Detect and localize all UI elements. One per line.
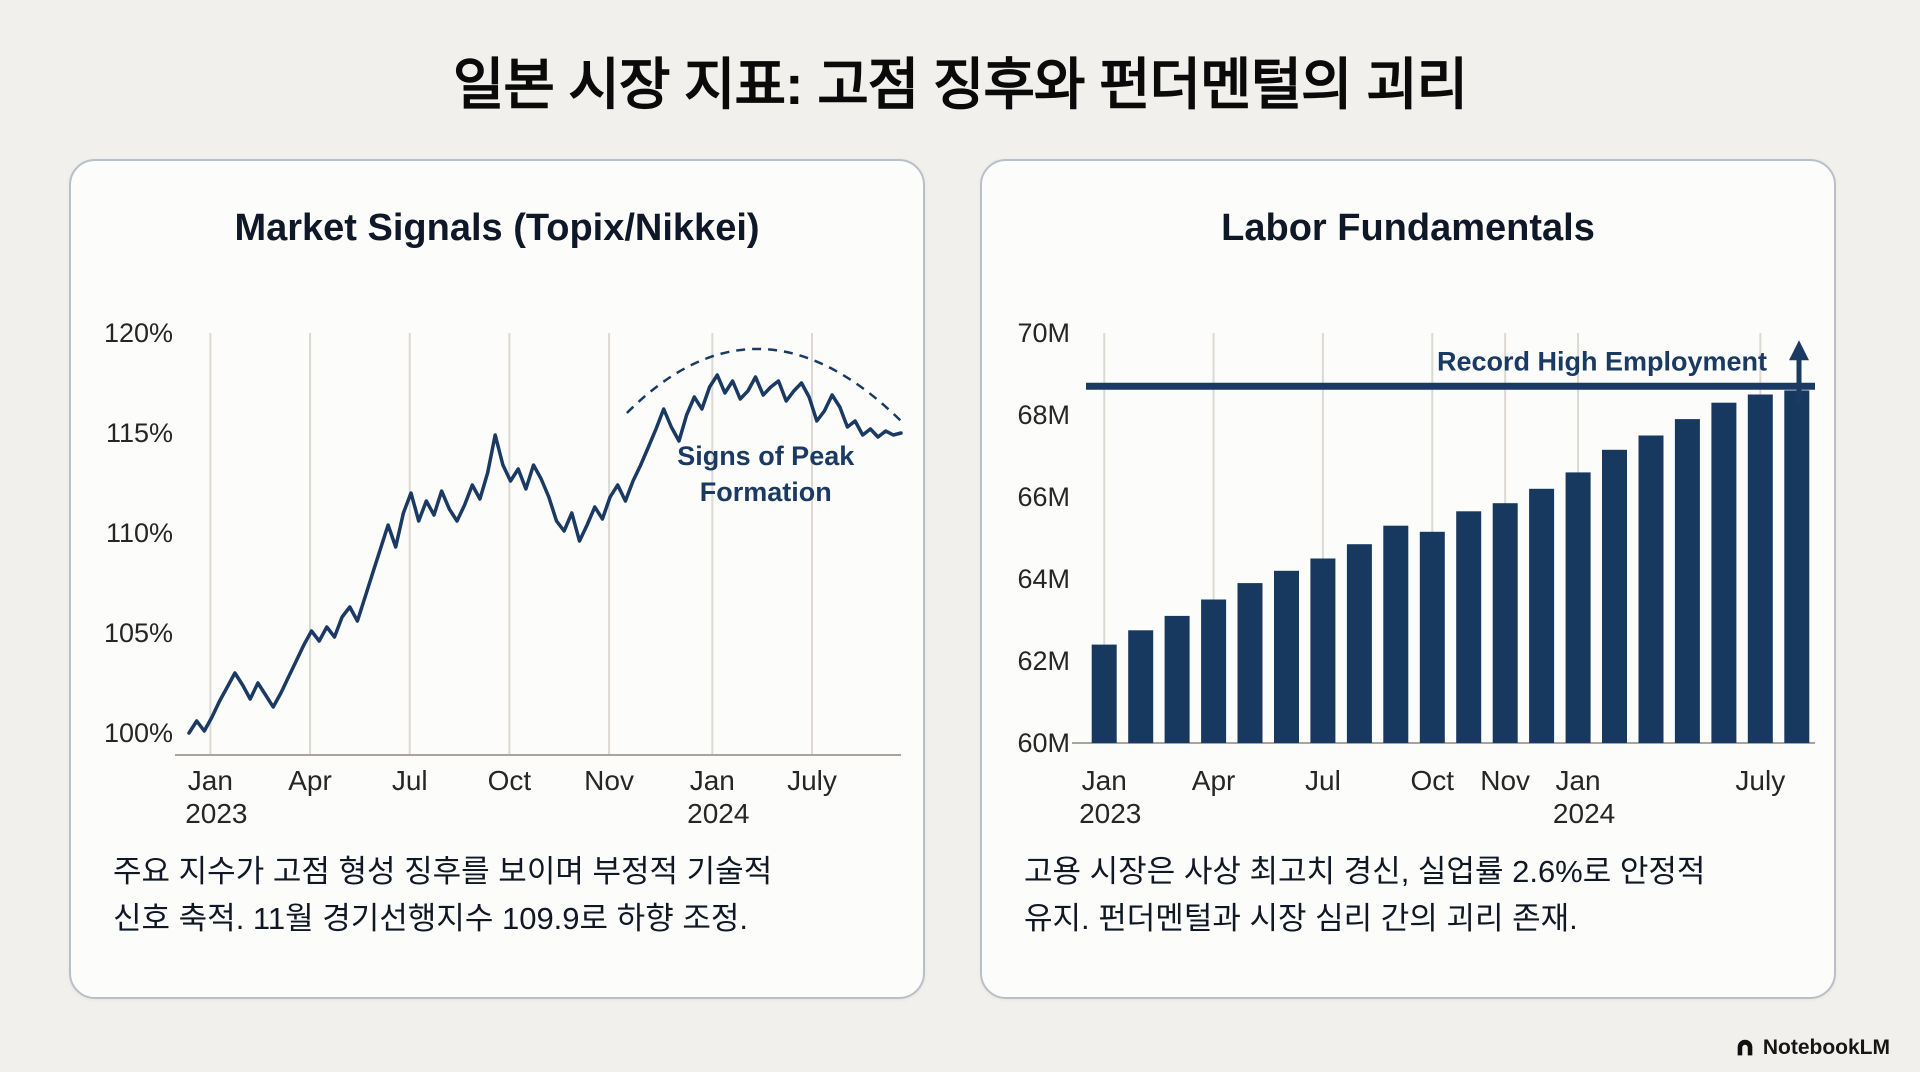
y-tick-label: 66M (1017, 482, 1070, 512)
y-tick-label: 100% (104, 718, 173, 748)
labor-caption: 고용 시장은 사상 최고치 경신, 실업률 2.6%로 안정적 유지. 펀더멘털… (1024, 854, 1706, 936)
market-card-title: Market Signals (Topix/Nikkei) (234, 207, 760, 249)
notebooklm-watermark: NotebookLM (1734, 1036, 1890, 1060)
x-tick-label: Oct (1410, 765, 1454, 796)
x-tick-label: July (1735, 765, 1785, 796)
x-tick-label: Jul (1305, 765, 1341, 796)
x-tick-year: 2024 (1553, 798, 1615, 829)
employment-bar (1164, 615, 1190, 743)
employment-bar (1492, 503, 1518, 743)
x-tick-label: Nov (1480, 765, 1530, 796)
x-tick-year: 2023 (185, 798, 247, 829)
peak-annotation: Formation (700, 477, 832, 507)
page-title: 일본 시장 지표: 고점 징후와 펀더멘털의 괴리 (452, 53, 1468, 116)
market-signals-card: Market Signals (Topix/Nikkei) 100% 105% 11… (69, 159, 925, 999)
x-tick-label: July (787, 765, 837, 796)
y-tick-label: 70M (1017, 318, 1070, 348)
employment-bar (1711, 402, 1737, 743)
y-tick-label: 105% (104, 618, 173, 648)
notebooklm-icon (1737, 1039, 1753, 1056)
employment-bar (1456, 511, 1482, 743)
employment-bar (1310, 558, 1336, 743)
labor-fundamentals-card: Labor Fundamentals 60M 62M 64M 66M 68M 70M Rec… (980, 159, 1836, 999)
labor-bar-chart: 60M 62M 64M 66M 68M 70M Record High Employment… (1017, 318, 1815, 829)
x-tick-label: Jul (392, 765, 428, 796)
x-tick-label: Jan (1555, 765, 1600, 796)
y-tick-label: 110% (106, 518, 173, 548)
employment-bar (1346, 544, 1372, 743)
record-high-label: Record High Employment (1437, 346, 1767, 376)
employment-bar (1383, 525, 1409, 743)
y-tick-label: 60M (1017, 728, 1070, 758)
employment-bar (1674, 419, 1700, 743)
x-tick-year: 2023 (1079, 798, 1141, 829)
notebooklm-label: NotebookLM (1762, 1036, 1890, 1059)
employment-bar (1565, 472, 1591, 743)
y-tick-label: 62M (1017, 646, 1070, 676)
market-index-line (187, 373, 903, 735)
x-tick-label: Nov (584, 765, 634, 796)
peak-arc-dashed (626, 347, 902, 422)
employment-bar (1274, 570, 1299, 743)
x-tick-label: Jan (1082, 765, 1127, 796)
x-tick-label: Jan (188, 765, 233, 796)
employment-bar (1602, 449, 1627, 743)
market-caption: 주요 지수가 고점 형성 징후를 보이며 부정적 기술적 신호 축적. 11월 … (113, 854, 773, 936)
x-tick-label: Oct (488, 765, 532, 796)
employment-bar (1091, 644, 1117, 743)
employment-bar (1419, 531, 1445, 743)
y-tick-label: 64M (1017, 564, 1070, 594)
y-tick-label: 68M (1017, 400, 1070, 430)
up-arrow-head (1789, 340, 1809, 361)
x-tick-label: Apr (288, 765, 332, 796)
employment-bar (1529, 488, 1555, 743)
employment-bar (1237, 583, 1263, 743)
labor-card-title: Labor Fundamentals (1221, 207, 1595, 249)
x-tick-label: Apr (1192, 765, 1236, 796)
employment-bar (1638, 435, 1664, 743)
employment-bar (1747, 394, 1773, 743)
employment-bar (1128, 630, 1154, 744)
x-tick-year: 2024 (687, 798, 749, 829)
y-tick-label: 120% (104, 318, 173, 348)
x-tick-label: Jan (690, 765, 735, 796)
employment-bar (1784, 390, 1810, 743)
employment-bar (1201, 599, 1227, 743)
y-tick-label: 115% (106, 418, 173, 448)
peak-annotation: Signs of Peak (677, 441, 855, 471)
